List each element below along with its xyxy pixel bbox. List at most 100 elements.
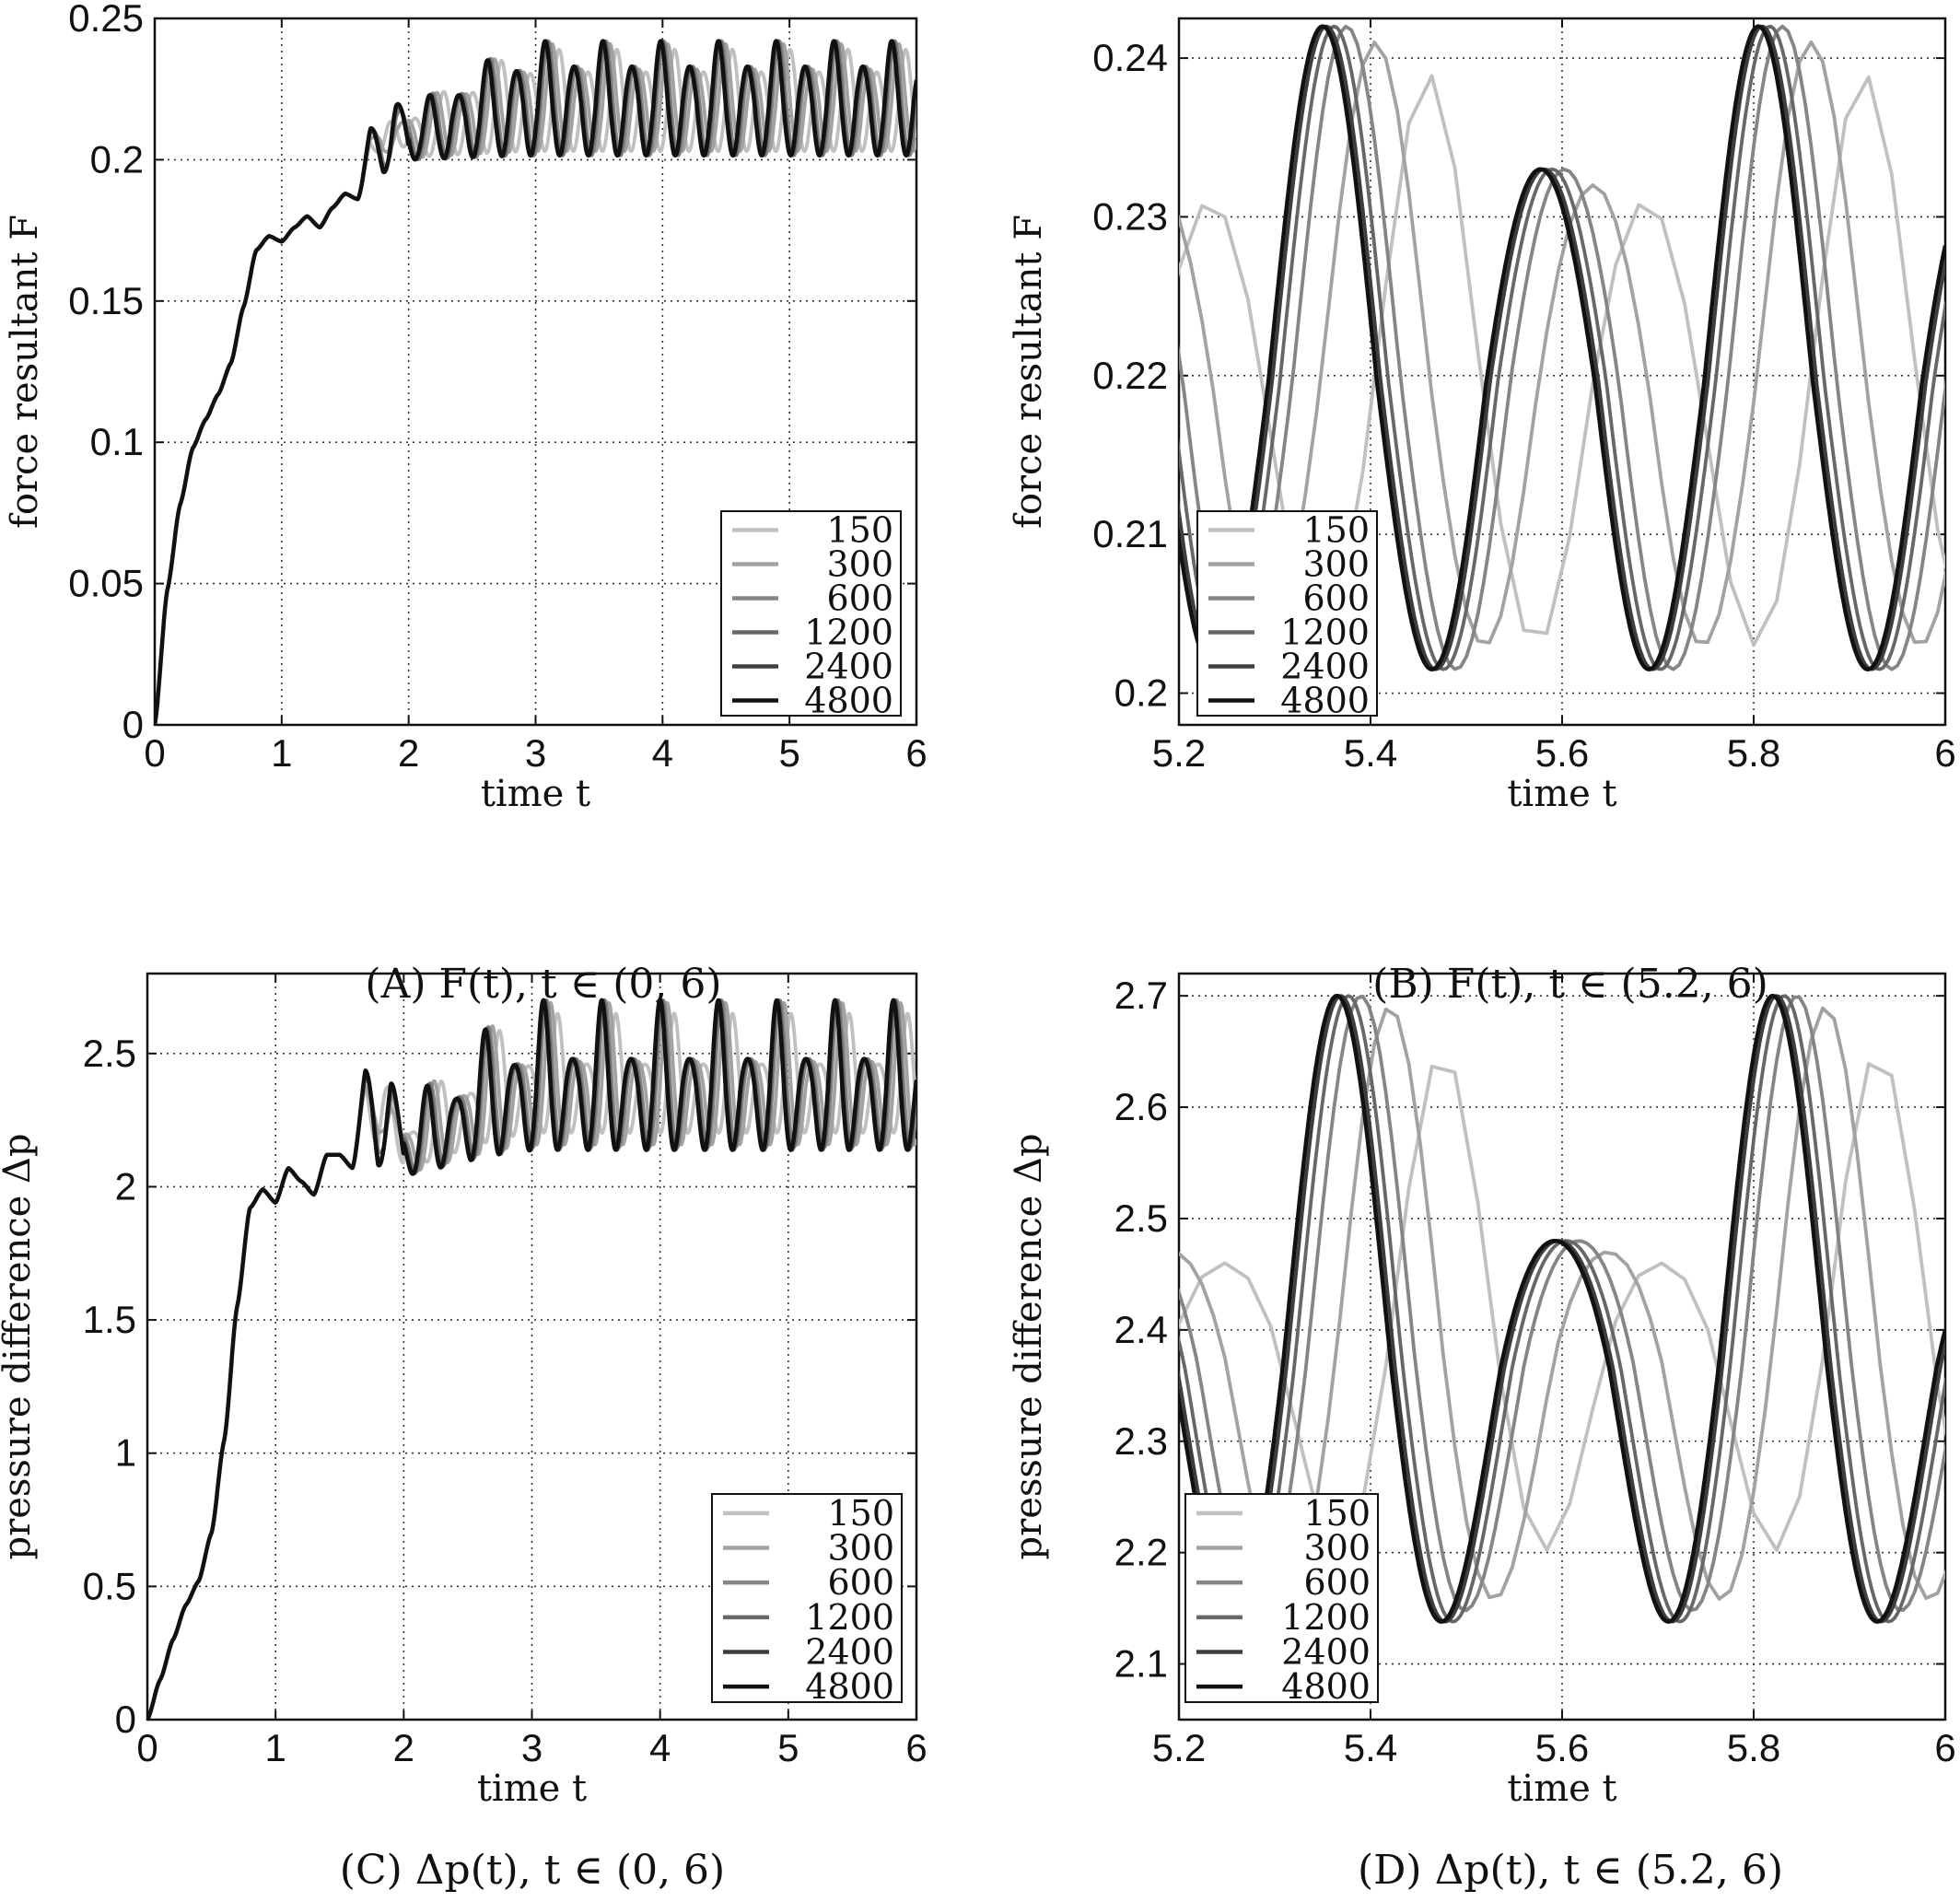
y-tick-label: 2.3	[1114, 1419, 1168, 1463]
y-tick-label: 0	[115, 1698, 136, 1741]
y-tick-label: 1.5	[83, 1298, 136, 1341]
x-tick-label: 6	[1934, 731, 1955, 775]
legend-box	[711, 1493, 903, 1703]
x-tick-label: 5.2	[1152, 731, 1206, 775]
x-tick-label: 5.2	[1152, 1726, 1206, 1769]
x-axis-label: time t	[1507, 1768, 1616, 1810]
legend-label-2400: 2400	[1281, 1632, 1371, 1673]
y-tick-label: 2.2	[1114, 1531, 1168, 1574]
legend-label-600: 600	[826, 578, 893, 619]
x-tick-label: 5.4	[1344, 731, 1397, 775]
x-axis-label: time t	[477, 1768, 587, 1810]
series-line-1200	[1179, 24, 1945, 671]
legend-label-600: 600	[827, 1562, 894, 1603]
legend-label-300: 300	[827, 1528, 894, 1569]
series-lines	[1179, 993, 1945, 1624]
legend-label-4800: 4800	[1281, 1666, 1371, 1707]
caption-a: (A) F(t), t ∈ (0, 6)	[365, 961, 721, 1008]
panel-b: 5.2 5.4 5.6 5.8 6 0.2 0.21 0.22 0.23 0.24 time t fo…	[1008, 17, 1956, 815]
y-tick-label: 0.25	[68, 0, 144, 40]
legend-label-150: 150	[1302, 510, 1370, 551]
x-tick-label: 2	[393, 1726, 414, 1769]
x-tick-label: 5.8	[1727, 731, 1780, 775]
y-tick-label: 0.05	[68, 562, 144, 605]
series-line-4800	[155, 39, 916, 725]
x-tick-label: 4	[649, 1726, 671, 1769]
x-tick-label: 5.6	[1535, 731, 1589, 775]
x-tick-label: 6	[1934, 1726, 1955, 1769]
series-line-4800	[147, 998, 916, 1720]
legend-box	[1196, 510, 1378, 717]
x-tick-label: 5.8	[1727, 1726, 1780, 1769]
y-tick-label: 0.21	[1092, 512, 1168, 555]
x-tick-label: 4	[652, 731, 673, 775]
y-tick-label: 2.5	[83, 1032, 136, 1075]
legend-label-4800: 4800	[805, 1666, 894, 1707]
y-tick-label: 0.24	[1092, 36, 1168, 79]
series-line-600	[1179, 24, 1945, 671]
x-tick-label: 6	[905, 731, 927, 775]
legend-label-1200: 1200	[804, 613, 893, 653]
y-tick-label: 2.6	[1114, 1085, 1168, 1128]
caption-b: (B) F(t), t ∈ (5.2, 6)	[1372, 961, 1768, 1008]
x-axis-label: time t	[481, 773, 590, 815]
legend-label-150: 150	[826, 510, 893, 551]
legend-label-300: 300	[826, 544, 893, 585]
x-tick-label: 1	[264, 1726, 286, 1769]
legend-label-150: 150	[1303, 1493, 1371, 1534]
y-tick-label: 2	[115, 1164, 136, 1208]
legend-label-1200: 1200	[1280, 613, 1370, 653]
legend-label-2400: 2400	[804, 647, 893, 687]
legend-box	[1184, 1493, 1379, 1703]
x-axis-label: time t	[1507, 773, 1616, 815]
series-lines	[155, 39, 916, 725]
legend-label-600: 600	[1303, 1562, 1371, 1603]
legend-label-4800: 4800	[1280, 681, 1370, 721]
y-tick-label: 2.7	[1114, 974, 1168, 1017]
y-axis-label: force resultant F	[1008, 215, 1050, 529]
legend-label-2400: 2400	[805, 1632, 894, 1673]
y-tick-label: 0	[122, 703, 144, 746]
y-axis-label: force resultant F	[4, 215, 46, 529]
series-line-600	[1179, 994, 1945, 1613]
legend-label-300: 300	[1302, 544, 1370, 585]
x-tick-label: 2	[398, 731, 419, 775]
legend-label-4800: 4800	[804, 681, 893, 721]
legend-box	[720, 510, 902, 717]
y-tick-label: 1	[115, 1431, 136, 1475]
panel-a: 0 1 2 3 4 5 6 0 0.05 0.1 0.15 0.2 0.25 time t force re…	[4, 0, 928, 815]
x-tick-label: 3	[521, 1726, 542, 1769]
series-line-4800	[1179, 993, 1945, 1624]
x-tick-label: 3	[525, 731, 546, 775]
series-lines	[147, 998, 916, 1720]
y-tick-label: 2.1	[1114, 1642, 1168, 1686]
x-tick-label: 5	[778, 731, 799, 775]
y-tick-label: 2.4	[1114, 1308, 1168, 1351]
x-tick-label: 5.4	[1344, 1726, 1397, 1769]
x-tick-label: 0	[136, 1726, 158, 1769]
x-tick-label: 5.6	[1535, 1726, 1589, 1769]
x-tick-label: 6	[905, 1726, 927, 1769]
x-tick-label: 0	[144, 731, 165, 775]
caption-c: (C) Δp(t), t ∈ (0, 6)	[340, 1847, 725, 1894]
y-tick-label: 0.1	[90, 420, 144, 463]
legend-label-150: 150	[827, 1493, 894, 1534]
legend-label-2400: 2400	[1280, 647, 1370, 687]
y-tick-label: 2.5	[1114, 1196, 1168, 1240]
series-line-2400	[1179, 24, 1945, 671]
caption-d: (D) Δp(t), t ∈ (5.2, 6)	[1358, 1847, 1783, 1894]
legend-label-1200: 1200	[1281, 1597, 1371, 1638]
y-tick-label: 0.22	[1092, 354, 1168, 397]
panel-c: 0 1 2 3 4 5 6 0 0.5 1 1.5 2 2.5 time t pressure differ…	[0, 972, 928, 1810]
y-tick-label: 0.2	[1114, 671, 1168, 715]
y-tick-label: 0.2	[90, 137, 144, 181]
x-tick-label: 5	[777, 1726, 799, 1769]
y-tick-label: 0.5	[83, 1564, 136, 1607]
legend-label-600: 600	[1302, 578, 1370, 619]
legend-label-1200: 1200	[805, 1597, 894, 1638]
